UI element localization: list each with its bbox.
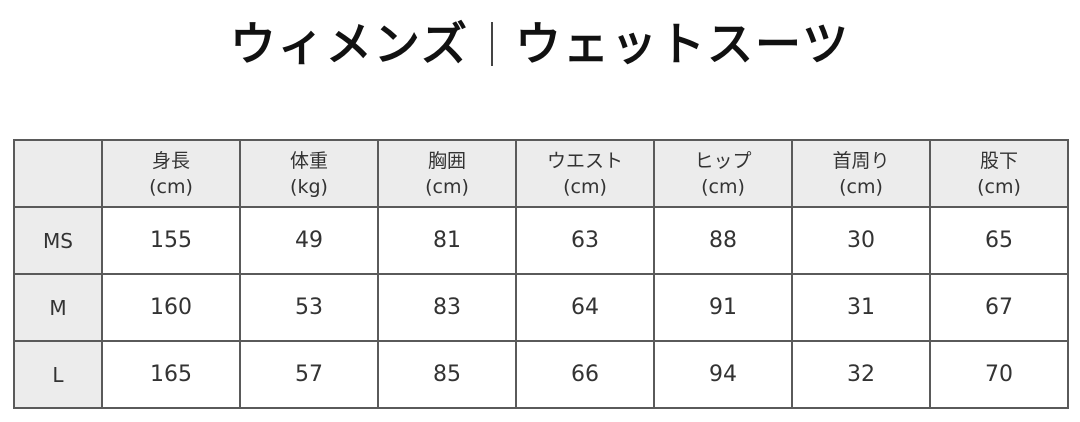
column-unit: (cm): [701, 175, 745, 198]
column-header: ウエスト (cm): [515, 139, 655, 208]
column-name: 胸囲: [427, 149, 466, 172]
value-cell: 85: [377, 340, 517, 409]
column-header: 身長 (cm): [101, 139, 241, 208]
column-unit: (cm): [425, 175, 469, 198]
value-cell: 67: [929, 273, 1069, 342]
value-cell: 57: [239, 340, 379, 409]
column-header: ヒップ (cm): [653, 139, 793, 208]
value-cell: 53: [239, 273, 379, 342]
header-row: 身長 (cm) 体重 (kg) 胸囲 (cm) ウエスト (cm) ヒップ (cm) 首周り (cm)…: [13, 139, 1069, 208]
column-name: 体重: [289, 149, 328, 172]
value-cell: 66: [515, 340, 655, 409]
page-title: ウィメンズ ウェットスーツ: [0, 8, 1080, 74]
size-label: MS: [13, 206, 103, 275]
title-right: ウェットスーツ: [515, 17, 851, 71]
value-cell: 155: [101, 206, 241, 275]
value-cell: 88: [653, 206, 793, 275]
column-header: 首周り (cm): [791, 139, 931, 208]
column-header: 股下 (cm): [929, 139, 1069, 208]
column-header: 体重 (kg): [239, 139, 379, 208]
table-row: MS 155 49 81 63 88 30 65: [13, 206, 1069, 275]
title-left: ウィメンズ: [229, 17, 469, 71]
column-name: 股下: [979, 149, 1018, 172]
corner-cell: [13, 139, 103, 208]
value-cell: 160: [101, 273, 241, 342]
value-cell: 81: [377, 206, 517, 275]
size-label: M: [13, 273, 103, 342]
value-cell: 94: [653, 340, 793, 409]
column-unit: (cm): [977, 175, 1021, 198]
table-row: M 160 53 83 64 91 31 67: [13, 273, 1069, 342]
value-cell: 165: [101, 340, 241, 409]
column-name: ヒップ: [694, 149, 752, 172]
value-cell: 91: [653, 273, 793, 342]
title-divider: [491, 21, 493, 66]
value-cell: 31: [791, 273, 931, 342]
value-cell: 65: [929, 206, 1069, 275]
size-label: L: [13, 340, 103, 409]
size-chart-table: 身長 (cm) 体重 (kg) 胸囲 (cm) ウエスト (cm) ヒップ (cm) 首周り (cm)…: [13, 139, 1069, 409]
column-unit: (cm): [149, 175, 193, 198]
value-cell: 30: [791, 206, 931, 275]
value-cell: 49: [239, 206, 379, 275]
value-cell: 83: [377, 273, 517, 342]
value-cell: 63: [515, 206, 655, 275]
column-name: 身長: [151, 149, 190, 172]
column-unit: (kg): [290, 175, 328, 198]
value-cell: 64: [515, 273, 655, 342]
table-row: L 165 57 85 66 94 32 70: [13, 340, 1069, 409]
column-name: ウエスト: [546, 149, 623, 172]
column-unit: (cm): [839, 175, 883, 198]
value-cell: 70: [929, 340, 1069, 409]
column-unit: (cm): [563, 175, 607, 198]
value-cell: 32: [791, 340, 931, 409]
column-header: 胸囲 (cm): [377, 139, 517, 208]
column-name: 首周り: [832, 149, 890, 172]
